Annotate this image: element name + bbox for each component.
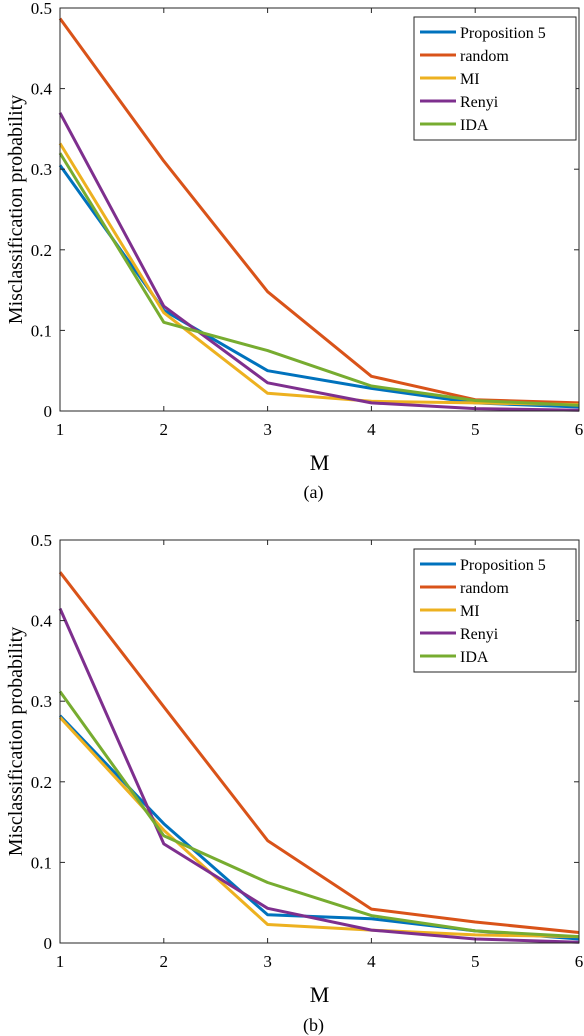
x-tick-label: 3	[263, 952, 272, 971]
y-axis-label: Misclassification probability	[5, 95, 27, 324]
x-axis-label: M	[310, 982, 330, 1007]
panel-caption: (a)	[304, 482, 324, 503]
x-tick-label: 2	[160, 952, 169, 971]
series-line-proposition-5	[58, 714, 580, 941]
x-tick-label: 2	[160, 420, 169, 439]
y-tick-label: 0.2	[31, 241, 52, 260]
legend-entry-label: MI	[460, 603, 480, 620]
x-tick-label: 5	[471, 952, 480, 971]
legend: Proposition 5 random MI Renyi IDA	[413, 16, 577, 141]
legend-entry-label: IDA	[460, 649, 489, 666]
chart-panel-b: 1 2 3 4 5 6 0 0.1 0.2 0.3 0.4 0.5 M Misclassification…	[5, 531, 583, 1036]
y-tick-label: 0.3	[31, 692, 52, 711]
y-tick-label: 0.5	[31, 531, 52, 550]
y-tick-label: 0	[44, 402, 53, 421]
legend-entry-label: random	[460, 580, 509, 597]
legend-entry-label: IDA	[460, 117, 489, 134]
x-axis-label: M	[310, 450, 330, 475]
x-tick-label: 4	[367, 952, 376, 971]
x-tick-label: 5	[471, 420, 480, 439]
series-line-ida	[58, 690, 580, 939]
x-tick-label: 1	[56, 420, 65, 439]
x-tick-label: 1	[56, 952, 65, 971]
series-line-renyi	[58, 607, 580, 944]
series-line-mi	[58, 716, 580, 939]
series-line-mi	[58, 142, 580, 407]
axes-box	[59, 7, 580, 412]
legend-entry-label: Renyi	[460, 94, 499, 111]
y-tick-label: 0.4	[31, 612, 53, 631]
legend-entry-label: Proposition 5	[460, 557, 546, 574]
series-line-ida	[58, 152, 580, 407]
y-tick-label: 0.5	[31, 0, 52, 18]
y-tick-label: 0.1	[31, 853, 52, 872]
y-tick-label: 0.4	[31, 80, 53, 99]
series-group	[58, 17, 580, 412]
x-tick-label: 4	[367, 420, 376, 439]
legend-entry-label: Proposition 5	[460, 25, 546, 42]
y-tick-label: 0.3	[31, 160, 52, 179]
x-tick-label: 6	[575, 952, 584, 971]
y-tick-label: 0.1	[31, 321, 52, 340]
series-line-renyi	[58, 112, 580, 412]
y-axis-label: Misclassification probability	[5, 627, 27, 856]
chart-panel-a: 1 2 3 4 5 6 0 0.1 0.2 0.3 0.4 0.5 M Misclassification…	[5, 0, 583, 503]
legend-entry-label: MI	[460, 71, 480, 88]
series-line-random	[58, 571, 580, 934]
x-tick-label: 3	[263, 420, 272, 439]
series-group	[58, 571, 580, 944]
x-tick-label: 6	[575, 420, 584, 439]
legend: Proposition 5 random MI Renyi IDA	[413, 548, 577, 673]
y-tick-label: 0.2	[31, 773, 52, 792]
legend-entry-label: Renyi	[460, 626, 499, 643]
panel-caption: (b)	[303, 1015, 324, 1036]
legend-entry-label: random	[460, 48, 509, 65]
axes-box	[59, 539, 580, 944]
series-line-proposition-5	[58, 164, 580, 409]
y-tick-label: 0	[44, 934, 53, 953]
